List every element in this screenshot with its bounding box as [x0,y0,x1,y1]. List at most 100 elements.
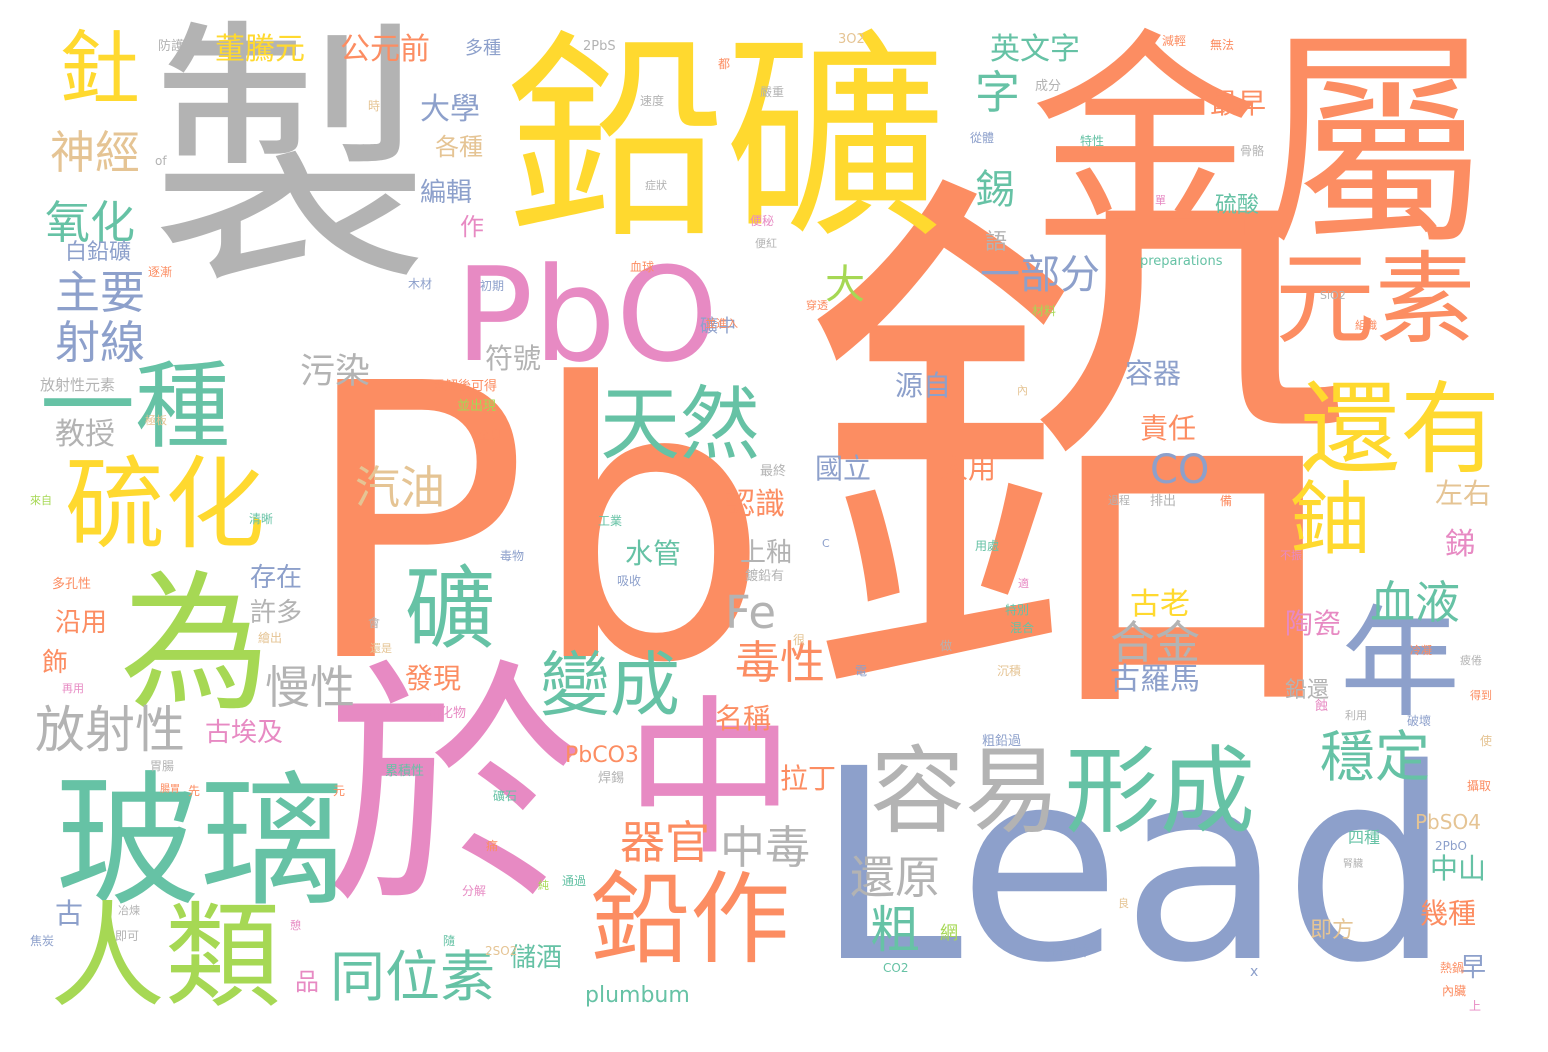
word: 毒性 [735,636,826,689]
word: 過程 [1108,494,1130,507]
word: 沉積 [997,664,1022,678]
word: 嚴重 [760,85,785,99]
word: 成分 [1035,79,1062,94]
word: 分解 [462,884,487,898]
word: 血球 [630,260,655,274]
word: 清晰 [249,512,274,526]
word: 礦石 [493,789,518,803]
word: 英文字 [990,32,1080,67]
word: 吸收 [617,574,642,588]
word: 時 [368,99,381,113]
word: 合金 [1110,616,1201,669]
word: 四種 [1348,828,1381,847]
word: 工業 [598,514,623,528]
word: 飾 [42,648,69,678]
word: 血液 [1370,576,1461,629]
word: 蝕 [1315,699,1329,714]
word: 國立 [815,452,872,485]
word: x [1250,964,1259,980]
word: 白鉛礦 [65,240,132,265]
word: 銻 [1445,527,1475,562]
word: 電解後可得 [432,379,498,394]
word: 再用 [62,682,84,695]
word: 即方 [1310,918,1355,943]
word: 痛 [486,839,499,853]
word: 利用 [1345,709,1367,722]
word: 焊錫 [598,771,625,786]
word: 釷 [60,23,140,116]
word: 熱鍋 [1440,961,1465,975]
word: 神經 [50,126,141,179]
word: SiO2 [1320,289,1346,302]
word: 變成 [540,644,680,726]
word: plumbum [585,983,690,1008]
word: 鉛作 [590,861,790,978]
word: 症狀 [645,179,667,192]
word: 中毒 [720,821,811,874]
word: 沿用 [55,608,108,638]
word: 混合 [1010,621,1035,635]
word: 錫 [975,167,1015,213]
word: 主要 [55,266,146,319]
word: Fe [725,586,777,639]
word: 礦 [405,557,495,662]
word: 陶瓷 [1285,607,1342,640]
word: 源自 [895,369,952,402]
word: 存在 [250,563,303,593]
word: 最終 [760,464,787,479]
word: 古 [55,897,84,930]
word: 一部分 [980,252,1100,298]
word: 教授 [55,417,115,452]
word: 無法 [1210,38,1235,52]
word: PbCO3 [565,743,639,768]
word: 大 [825,262,865,308]
word: 適 [1018,577,1029,590]
word: 還原 [850,851,941,904]
word: 用處 [975,539,1000,553]
word: 還有 [1300,371,1500,488]
word: 骨骼 [1240,144,1265,158]
word: 認識 [725,487,785,522]
word: 放射性元素 [40,376,116,394]
word: 射線 [55,316,146,369]
word: 古埃及 [205,718,284,748]
word: 人類 [50,890,281,1024]
word: 儲酒 [510,943,563,973]
word: 2SO2 [485,944,518,958]
word: 古老 [1130,587,1190,622]
word: 礦中 [700,316,736,337]
word: 硫酸 [1215,193,1260,218]
word: CO2 [883,961,909,975]
word: 發現 [405,662,462,695]
word: 鉛 [800,134,1360,786]
word: 放射性 [35,701,185,759]
word: 編輯 [420,178,473,208]
word: 焦炭 [30,934,55,948]
word: 於 [325,639,585,941]
word: 速度 [640,94,665,108]
word: 得到 [1470,689,1492,702]
word: 多孔性 [52,577,92,592]
word: 年 [1340,595,1460,734]
word: 天然 [600,378,760,471]
word: 為 [120,558,271,732]
word: 幾種 [1420,897,1477,930]
word: 硫化 [65,446,265,563]
word: 破壞 [1407,714,1432,728]
word: 來自 [30,494,52,507]
word: 毒物 [500,549,525,563]
word: 初期 [480,279,505,293]
word: 全身 [478,428,503,442]
word: 腸胃 [160,784,180,795]
word: 3O2 [838,32,865,47]
word: 使 [1480,734,1493,748]
word: C [822,537,830,550]
word: 都 [718,57,731,71]
word: Pb [300,303,771,746]
word: 電 [855,664,868,678]
word: 鉛還 [1285,678,1330,703]
word: 元素 [1275,241,1475,358]
word: 污染 [300,352,371,392]
word: of [155,154,167,168]
